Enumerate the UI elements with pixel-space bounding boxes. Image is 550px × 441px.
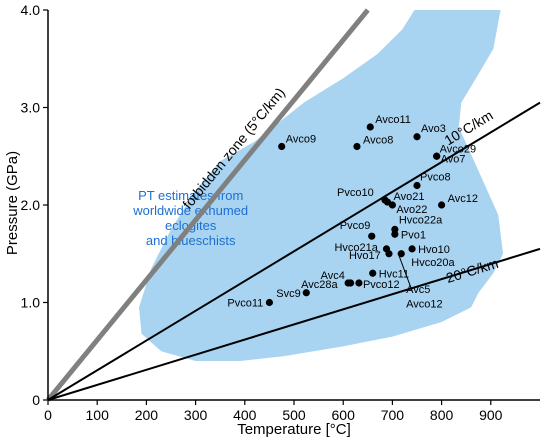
point-label: Avco9 bbox=[286, 134, 316, 146]
data-point bbox=[353, 142, 361, 151]
point-label: Avc4 bbox=[321, 270, 345, 282]
data-point bbox=[413, 133, 421, 141]
x-tick-label: 400 bbox=[233, 407, 257, 423]
point-label: Pvco8 bbox=[420, 172, 451, 184]
data-point bbox=[355, 279, 363, 287]
x-tick-label: 800 bbox=[430, 407, 454, 423]
point-label: Hvc11 bbox=[379, 268, 409, 280]
y-tick-label: 1.0 bbox=[21, 295, 41, 311]
x-tick-label: 600 bbox=[332, 407, 356, 423]
point-label: Hvco22a bbox=[399, 214, 443, 226]
point-label: Avc12 bbox=[448, 193, 478, 205]
region-label-line: and blueschists bbox=[146, 233, 236, 248]
data-point bbox=[344, 279, 352, 287]
point-label: Pvco9 bbox=[340, 220, 371, 232]
x-tick-label: 100 bbox=[86, 407, 110, 423]
data-point bbox=[433, 152, 441, 160]
data-point bbox=[408, 245, 416, 253]
point-label: Avco8 bbox=[363, 135, 393, 147]
data-point bbox=[265, 298, 273, 307]
x-tick-label: 700 bbox=[381, 407, 405, 423]
point-label: Avo22 bbox=[396, 204, 427, 216]
x-axis-label: Temperature [°C] bbox=[237, 421, 351, 438]
x-tick-label: 900 bbox=[479, 407, 503, 423]
data-point bbox=[366, 123, 374, 131]
point-label: Avo3 bbox=[421, 123, 446, 135]
annotation-label: Avc5 bbox=[406, 284, 430, 296]
point-label: Hvo10 bbox=[418, 244, 450, 256]
point-label: Avc28a bbox=[301, 279, 338, 291]
y-tick-label: 4.0 bbox=[21, 2, 41, 18]
point-label: Avo21 bbox=[393, 191, 424, 203]
y-tick-label: 3.0 bbox=[21, 100, 41, 116]
data-point bbox=[302, 289, 310, 297]
leader-line bbox=[397, 253, 413, 291]
gradient-line bbox=[47, 247, 541, 401]
data-point bbox=[391, 230, 399, 238]
y-tick-label: 2.0 bbox=[21, 197, 41, 213]
point-label: Hvo17 bbox=[349, 250, 381, 262]
data-point bbox=[413, 181, 421, 190]
x-tick-label: 300 bbox=[184, 407, 208, 423]
gradient-line bbox=[47, 101, 541, 401]
axes-layer: 0 100 200 300 400 500 600 700 800 900 0 1.0 2.0 3.0 4.… bbox=[21, 2, 540, 423]
point-label: Avco29 bbox=[440, 143, 477, 155]
x-tick-label: 500 bbox=[282, 407, 306, 423]
point-label: Hvco21a bbox=[334, 242, 378, 254]
points-layer bbox=[265, 123, 446, 307]
point-label: Pvco10 bbox=[337, 187, 374, 199]
point-label: Pvo1 bbox=[401, 229, 426, 241]
data-point bbox=[368, 232, 376, 240]
point-label: Avco11 bbox=[375, 114, 411, 126]
x-tick-label: 0 bbox=[44, 407, 52, 423]
data-point bbox=[438, 201, 446, 209]
point-label: Hvco20a bbox=[411, 257, 455, 269]
y-tick-label: 0 bbox=[32, 392, 40, 408]
y-axis-label: Pressure (GPa) bbox=[4, 151, 21, 255]
pt-region bbox=[139, 10, 504, 361]
data-point bbox=[385, 250, 393, 258]
annotation-label: Avco12 bbox=[406, 298, 443, 310]
point-label: Pvco12 bbox=[363, 279, 400, 291]
data-point bbox=[397, 250, 405, 258]
point-label: Avo7 bbox=[441, 153, 466, 165]
forbidden-zone-line bbox=[46, 8, 370, 402]
data-point bbox=[388, 201, 396, 209]
point-label: Svc9 bbox=[276, 288, 300, 300]
x-tick-label: 200 bbox=[135, 407, 159, 423]
data-point bbox=[369, 269, 377, 277]
point-label: Pvco11 bbox=[227, 298, 263, 310]
region-label-line: worldwide exhumed bbox=[132, 203, 248, 218]
data-point bbox=[278, 142, 286, 151]
